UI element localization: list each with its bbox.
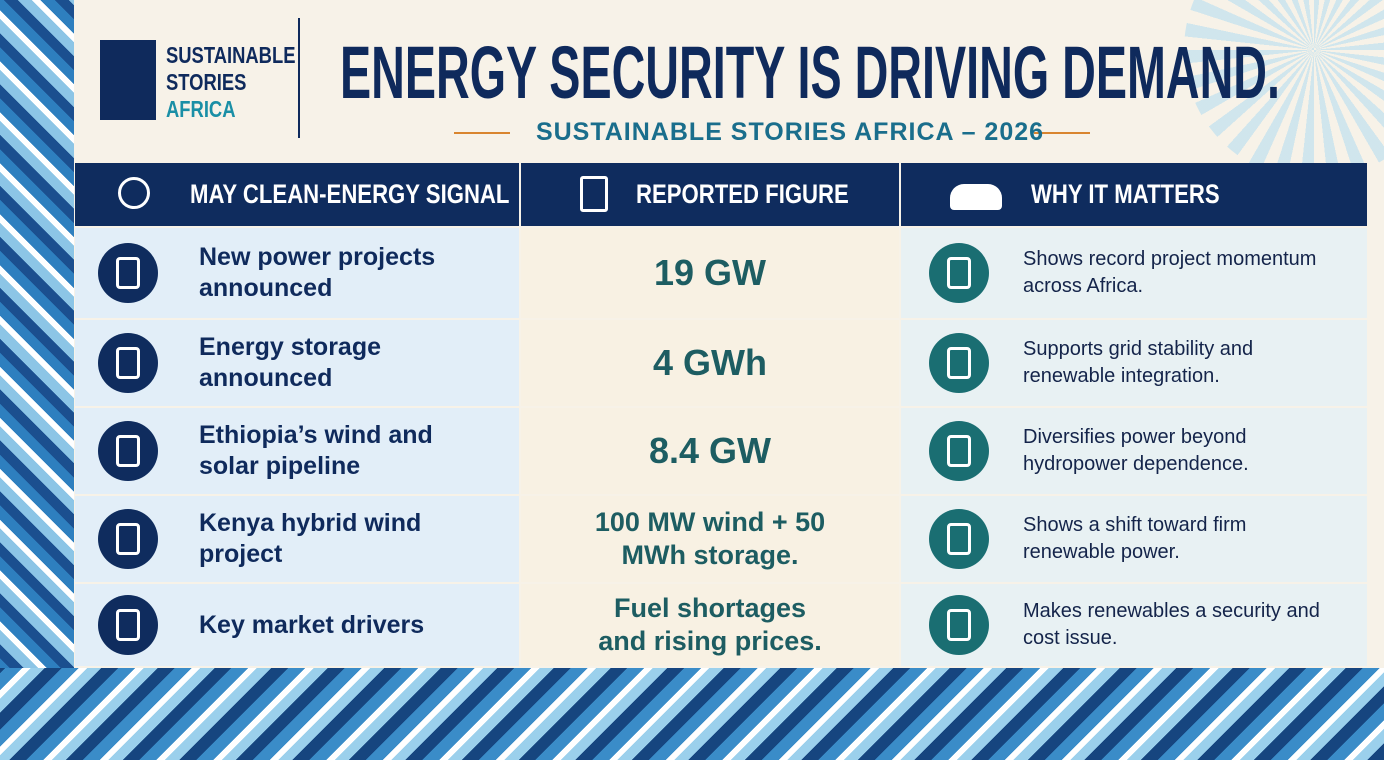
header-text: REPORTED FIGURE <box>636 179 849 209</box>
row-icon <box>929 243 989 303</box>
figure-cell: 100 MW wind + 50 MWh storage. <box>521 496 899 582</box>
icon-glyph <box>947 257 971 289</box>
icon-glyph <box>116 523 140 555</box>
logo-text: SUSTAINABLE STORIES AFRICA <box>166 42 295 123</box>
figure-cell: 4 GWh <box>521 320 899 406</box>
separator <box>298 18 300 138</box>
logo-line: AFRICA <box>166 96 236 122</box>
ornament <box>454 132 510 134</box>
header-icon <box>950 184 1002 210</box>
why-cell: Diversifies power beyond hydropower depe… <box>901 408 1367 494</box>
header-text: MAY CLEAN-ENERGY SIGNAL <box>190 179 510 209</box>
icon-glyph <box>116 435 140 467</box>
row-icon <box>929 421 989 481</box>
left-pattern <box>0 0 74 760</box>
row-icon <box>929 509 989 569</box>
subtitle: SUSTAINABLE STORIES AFRICA – 2026 <box>535 118 1045 146</box>
row-icon <box>98 595 158 655</box>
figure-cell: Fuel shortages and rising prices. <box>521 584 899 666</box>
row-icon <box>98 509 158 569</box>
column-header: REPORTED FIGURE <box>521 163 899 226</box>
logo-mark <box>100 40 156 120</box>
figure-cell: 19 GW <box>521 228 899 318</box>
row-icon <box>929 333 989 393</box>
logo-line: SUSTAINABLE <box>166 42 296 68</box>
icon-glyph <box>947 435 971 467</box>
icon-glyph <box>116 257 140 289</box>
header-icon <box>580 176 608 212</box>
row-icon <box>98 243 158 303</box>
title: ENERGY SECURITY IS DRIVING DEMAND. <box>340 31 1280 110</box>
icon-glyph <box>947 523 971 555</box>
bottom-pattern <box>0 668 1384 760</box>
figure-cell: 8.4 GW <box>521 408 899 494</box>
row-icon <box>929 595 989 655</box>
row-icon <box>98 333 158 393</box>
icon-glyph <box>116 609 140 641</box>
title-svg: ENERGY SECURITY IS DRIVING DEMAND. <box>340 31 1280 110</box>
logo-line: STORIES <box>166 69 247 95</box>
row-icon <box>98 421 158 481</box>
icon-glyph <box>947 347 971 379</box>
icon-glyph <box>116 347 140 379</box>
header-icon <box>118 177 150 209</box>
ornament <box>1034 132 1090 134</box>
header-text: WHY IT MATTERS <box>1031 179 1220 209</box>
icon-glyph <box>947 609 971 641</box>
signal-cell: Ethiopia’s wind and solar pipeline <box>75 408 519 494</box>
